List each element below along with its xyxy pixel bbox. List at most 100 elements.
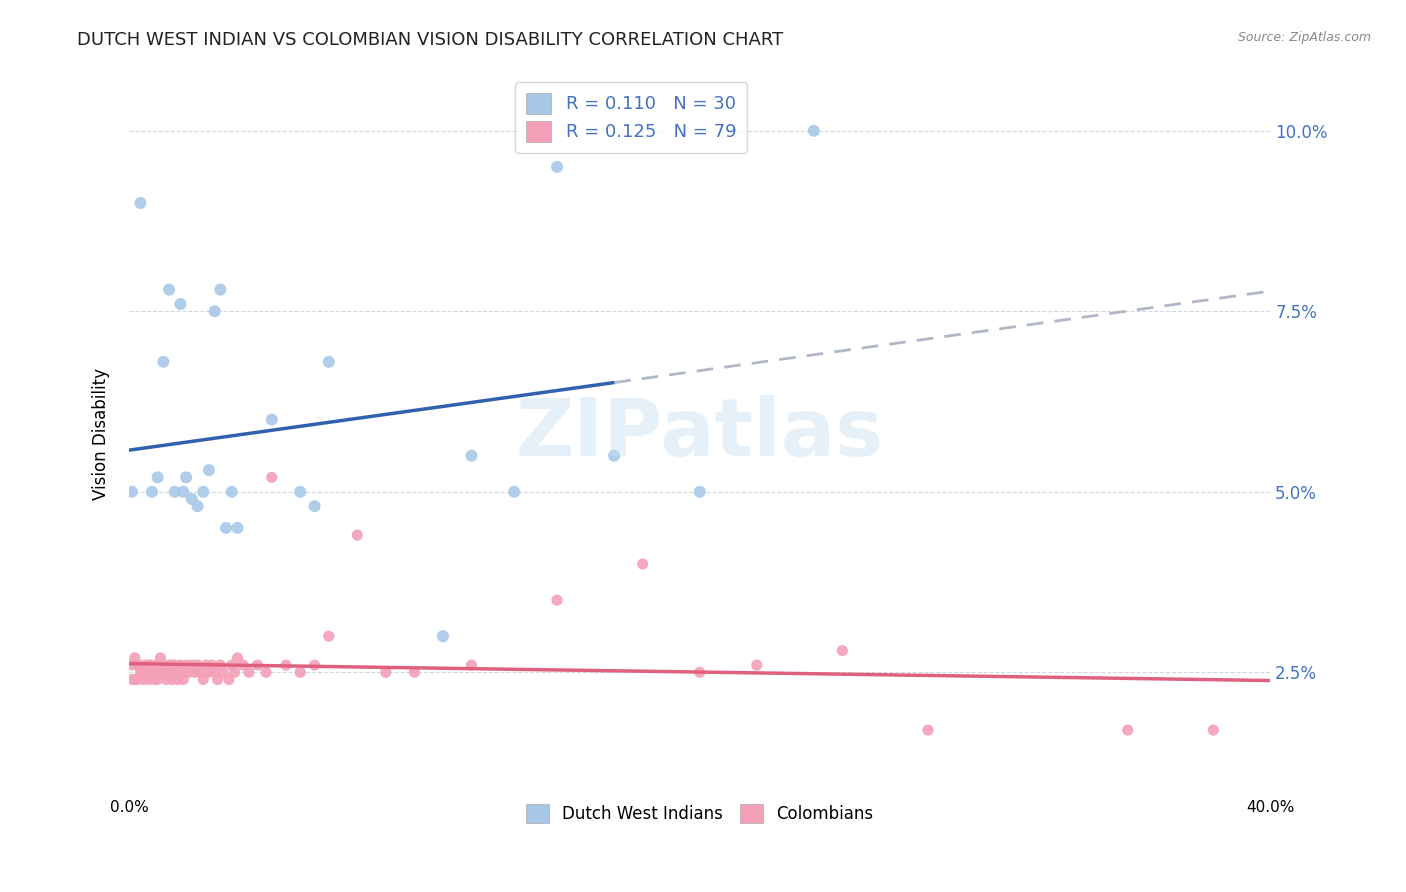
Point [127,658,149,673]
Point [129,658,152,673]
Point [163,665,186,680]
Point [224,665,246,680]
Point [121,658,143,673]
Point [209,283,232,297]
Point [141,665,163,680]
Point [127,673,149,687]
Point [169,665,191,680]
Point [180,491,202,506]
Text: Source: ZipAtlas.com: Source: ZipAtlas.com [1237,31,1371,45]
Point [146,673,169,687]
Legend: Dutch West Indians, Colombians: Dutch West Indians, Colombians [519,797,880,830]
Point [174,470,197,484]
Point [254,665,277,680]
Point [183,665,205,680]
Point [803,124,825,138]
Point [546,160,568,174]
Point [172,665,194,680]
Text: ZIPatlas: ZIPatlas [516,395,884,473]
Point [129,196,152,211]
Point [215,521,238,535]
Point [207,673,229,687]
Point [221,484,243,499]
Point [155,665,177,680]
Point [143,665,166,680]
Point [152,665,174,680]
Point [260,412,283,426]
Point [187,658,209,673]
Point [689,665,711,680]
Point [290,665,312,680]
Point [226,521,249,535]
Point [169,297,191,311]
Point [226,651,249,665]
Point [460,449,482,463]
Point [152,355,174,369]
Point [221,658,243,673]
Point [141,484,163,499]
Point [346,528,368,542]
Point [121,673,143,687]
Point [169,658,191,673]
Point [166,673,188,687]
Point [172,673,194,687]
Point [187,500,209,514]
Point [172,484,194,499]
Point [246,658,269,673]
Point [290,484,312,499]
Point [831,643,853,657]
Point [232,658,254,673]
Point [304,658,326,673]
Point [146,658,169,673]
Point [195,658,218,673]
Point [274,658,297,673]
Point [174,665,197,680]
Point [157,283,180,297]
Point [198,463,221,477]
Point [180,658,202,673]
Point [163,658,186,673]
Point [260,470,283,484]
Point [503,484,526,499]
Point [138,658,160,673]
Point [157,665,180,680]
Point [204,665,226,680]
Point [1116,723,1139,737]
Point [190,665,212,680]
Point [204,304,226,318]
Point [631,557,654,571]
Point [546,593,568,607]
Point [432,629,454,643]
Point [238,665,260,680]
Text: DUTCH WEST INDIAN VS COLOMBIAN VISION DISABILITY CORRELATION CHART: DUTCH WEST INDIAN VS COLOMBIAN VISION DI… [77,31,783,49]
Point [689,484,711,499]
Point [193,484,215,499]
Point [152,658,174,673]
Point [149,651,172,665]
Point [745,658,768,673]
Point [318,355,340,369]
Point [124,673,146,687]
Point [132,665,155,680]
Point [193,673,215,687]
Point [218,673,240,687]
Point [603,449,626,463]
Point [146,470,169,484]
Point [132,673,155,687]
Point [143,673,166,687]
Point [135,665,157,680]
Point [155,673,177,687]
Point [138,673,160,687]
Point [212,665,235,680]
Point [198,665,221,680]
Point [129,665,152,680]
Y-axis label: Vision Disability: Vision Disability [93,368,110,500]
Point [404,665,426,680]
Point [1202,723,1225,737]
Point [177,665,200,680]
Point [917,723,939,737]
Point [460,658,482,673]
Point [163,484,186,499]
Point [318,629,340,643]
Point [209,658,232,673]
